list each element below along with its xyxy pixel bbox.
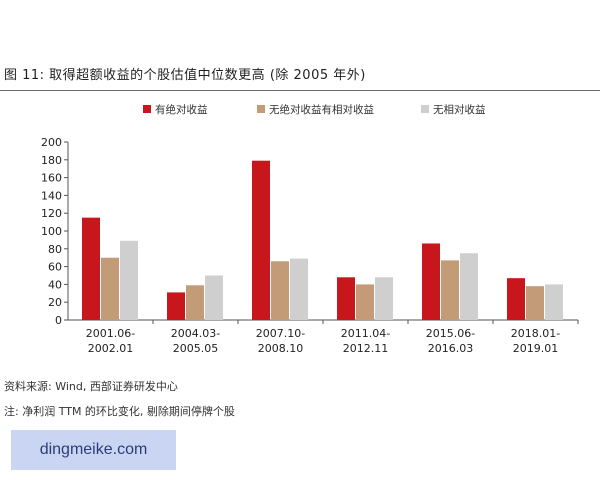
- source-note: 资料来源: Wind, 西部证券研发中心: [4, 380, 178, 393]
- bar: [441, 260, 459, 320]
- watermark-text: dingmeike.com: [39, 441, 148, 458]
- chart-title: 图 11: 取得超额收益的个股估值中位数更高 (除 2005 年外): [4, 68, 366, 83]
- bar: [545, 284, 563, 320]
- bar: [120, 240, 138, 320]
- bar: [460, 253, 478, 320]
- y-tick-label: 100: [41, 225, 62, 238]
- legend-label: 无相对收益: [433, 103, 486, 116]
- bar: [271, 261, 289, 320]
- x-category-label: 2005.05: [173, 342, 219, 355]
- bar: [205, 275, 223, 320]
- x-category-label: 2007.10-: [256, 327, 305, 340]
- y-tick-label: 120: [41, 207, 62, 220]
- bar: [82, 217, 100, 320]
- x-category-label: 2012.11: [343, 342, 389, 355]
- bar: [526, 286, 544, 320]
- legend-swatch: [143, 105, 151, 113]
- bar: [290, 258, 308, 320]
- y-tick-label: 140: [41, 189, 62, 202]
- legend-label: 有绝对收益: [155, 103, 208, 116]
- bar: [101, 257, 119, 320]
- x-category-label: 2018.01-: [511, 327, 560, 340]
- x-category-label: 2004.03-: [171, 327, 220, 340]
- y-tick-label: 60: [48, 261, 62, 274]
- x-category-label: 2001.06-: [86, 327, 135, 340]
- y-tick-label: 80: [48, 243, 62, 256]
- bar: [337, 277, 355, 320]
- y-tick-label: 160: [41, 172, 62, 185]
- bar: [356, 284, 374, 320]
- bar: [252, 160, 270, 320]
- bar: [167, 292, 185, 320]
- y-tick-label: 180: [41, 154, 62, 167]
- watermark-banner: dingmeike.com: [11, 430, 176, 470]
- bar: [422, 243, 440, 320]
- y-tick-label: 0: [55, 314, 62, 327]
- bar: [507, 278, 525, 320]
- x-category-label: 2019.01: [513, 342, 559, 355]
- x-category-label: 2008.10: [258, 342, 304, 355]
- x-category-label: 2011.04-: [341, 327, 390, 340]
- x-category-label: 2015.06-: [426, 327, 475, 340]
- bar: [375, 277, 393, 320]
- title-divider: [0, 90, 600, 91]
- y-tick-label: 20: [48, 296, 62, 309]
- x-category-label: 2002.01: [88, 342, 134, 355]
- bar: [186, 285, 204, 320]
- legend-swatch: [421, 105, 429, 113]
- legend-swatch: [257, 105, 265, 113]
- x-category-label: 2016.03: [428, 342, 474, 355]
- y-tick-label: 40: [48, 278, 62, 291]
- footnote: 注: 净利润 TTM 的环比变化, 剔除期间停牌个股: [4, 405, 235, 418]
- bar-chart: 有绝对收益 无绝对收益有相对收益 无相对收益 0 20 40 60 80 100 120 140 16…: [41, 103, 579, 355]
- y-tick-label: 200: [41, 136, 62, 149]
- legend-label: 无绝对收益有相对收益: [269, 103, 374, 116]
